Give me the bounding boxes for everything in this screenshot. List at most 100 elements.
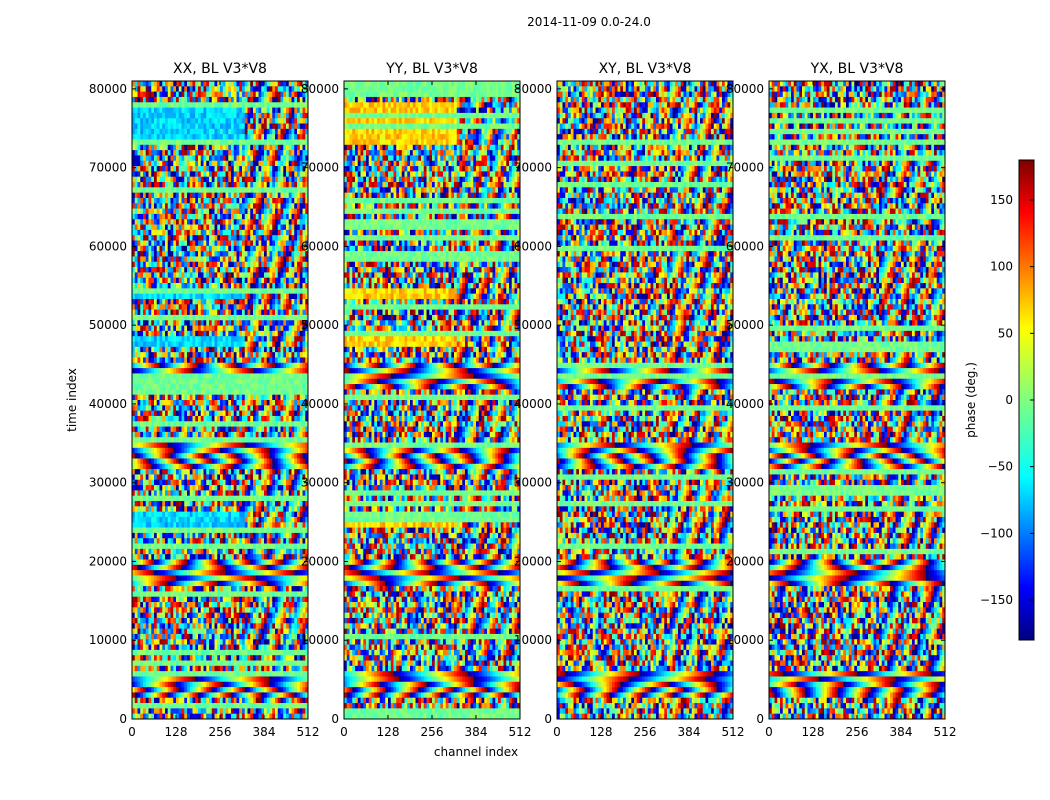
heatmap-cell <box>140 288 143 294</box>
heatmap-cell <box>245 326 248 332</box>
heatmap-cell <box>179 310 182 316</box>
heatmap-cell <box>201 161 204 167</box>
heatmap-cell <box>253 395 256 401</box>
heatmap-cell <box>275 405 278 411</box>
heatmap-cell <box>220 331 223 337</box>
heatmap-cell <box>162 267 165 273</box>
heatmap-cell <box>294 443 297 449</box>
heatmap-cell <box>140 108 143 114</box>
heatmap-cell <box>176 363 179 369</box>
heatmap-cell <box>212 92 215 98</box>
heatmap-cell <box>187 102 190 108</box>
heatmap-cell <box>228 246 231 252</box>
heatmap-cell <box>239 81 242 87</box>
heatmap-cell <box>250 92 253 98</box>
heatmap-cell <box>264 315 267 321</box>
heatmap-cell <box>140 315 143 321</box>
heatmap-cell <box>184 294 187 300</box>
heatmap-cell <box>223 139 226 145</box>
heatmap-cell <box>149 395 152 401</box>
heatmap-cell <box>149 336 152 342</box>
heatmap-cell <box>179 331 182 337</box>
heatmap-cell <box>154 379 157 385</box>
heatmap-cell <box>294 155 297 161</box>
heatmap-cell <box>250 81 253 87</box>
heatmap-cell <box>261 182 264 188</box>
heatmap-cell <box>253 485 256 491</box>
heatmap-cell <box>270 363 273 369</box>
heatmap-cell <box>209 219 212 225</box>
heatmap-cell <box>217 272 220 278</box>
heatmap-cell <box>281 480 284 486</box>
heatmap-cell <box>253 246 256 252</box>
heatmap-cell <box>138 166 141 172</box>
heatmap-cell <box>209 92 212 98</box>
heatmap-cell <box>146 97 149 103</box>
heatmap-cell <box>149 294 152 300</box>
heatmap-cell <box>140 352 143 358</box>
heatmap-cell <box>193 326 196 332</box>
heatmap-cell <box>187 288 190 294</box>
heatmap-cell <box>195 336 198 342</box>
heatmap-cell <box>187 453 190 459</box>
heatmap-cell <box>179 405 182 411</box>
heatmap-cell <box>297 267 300 273</box>
heatmap-cell <box>259 448 262 454</box>
heatmap-cell <box>248 86 251 92</box>
heatmap-cell <box>261 352 264 358</box>
heatmap-cell <box>275 139 278 145</box>
heatmap-cell <box>228 219 231 225</box>
heatmap-cell <box>264 230 267 236</box>
heatmap-cell <box>176 139 179 145</box>
heatmap-cell <box>234 155 237 161</box>
heatmap-cell <box>294 102 297 108</box>
heatmap-cell <box>176 214 179 220</box>
heatmap-cell <box>281 251 284 257</box>
heatmap-cell <box>294 219 297 225</box>
heatmap-cell <box>179 92 182 98</box>
heatmap-cell <box>289 241 292 247</box>
heatmap-cell <box>294 272 297 278</box>
heatmap-cell <box>179 241 182 247</box>
heatmap-cell <box>231 315 234 321</box>
heatmap-cell <box>206 304 209 310</box>
heatmap-cell <box>270 198 273 204</box>
heatmap-cell <box>206 124 209 130</box>
heatmap-cell <box>165 331 168 337</box>
heatmap-cell <box>292 198 295 204</box>
heatmap-cell <box>259 97 262 103</box>
heatmap-cell <box>259 288 262 294</box>
heatmap-cell <box>248 363 251 369</box>
heatmap-cell <box>220 474 223 480</box>
heatmap-cell <box>198 299 201 305</box>
heatmap-cell <box>165 363 168 369</box>
heatmap-cell <box>261 230 264 236</box>
heatmap-cell <box>138 171 141 177</box>
heatmap-cell <box>206 214 209 220</box>
heatmap-cell <box>283 373 286 379</box>
heatmap-cell <box>182 453 185 459</box>
heatmap-cell <box>160 267 163 273</box>
heatmap-cell <box>184 416 187 422</box>
heatmap-cell <box>160 469 163 475</box>
heatmap-cell <box>201 171 204 177</box>
heatmap-cell <box>275 92 278 98</box>
heatmap-cell <box>157 389 160 395</box>
heatmap-cell <box>281 379 284 385</box>
heatmap-cell <box>272 246 275 252</box>
heatmap-cell <box>212 331 215 337</box>
heatmap-cell <box>231 490 234 496</box>
heatmap-cell <box>289 448 292 454</box>
heatmap-cell <box>292 336 295 342</box>
heatmap-cell <box>171 474 174 480</box>
heatmap-cell <box>278 357 281 363</box>
heatmap-cell <box>228 368 231 374</box>
heatmap-cell <box>160 193 163 199</box>
heatmap-cell <box>138 150 141 156</box>
heatmap-cell <box>209 193 212 199</box>
heatmap-cell <box>289 352 292 358</box>
heatmap-cell <box>198 171 201 177</box>
heatmap-cell <box>237 139 240 145</box>
heatmap-cell <box>286 490 289 496</box>
heatmap-cell <box>223 171 226 177</box>
